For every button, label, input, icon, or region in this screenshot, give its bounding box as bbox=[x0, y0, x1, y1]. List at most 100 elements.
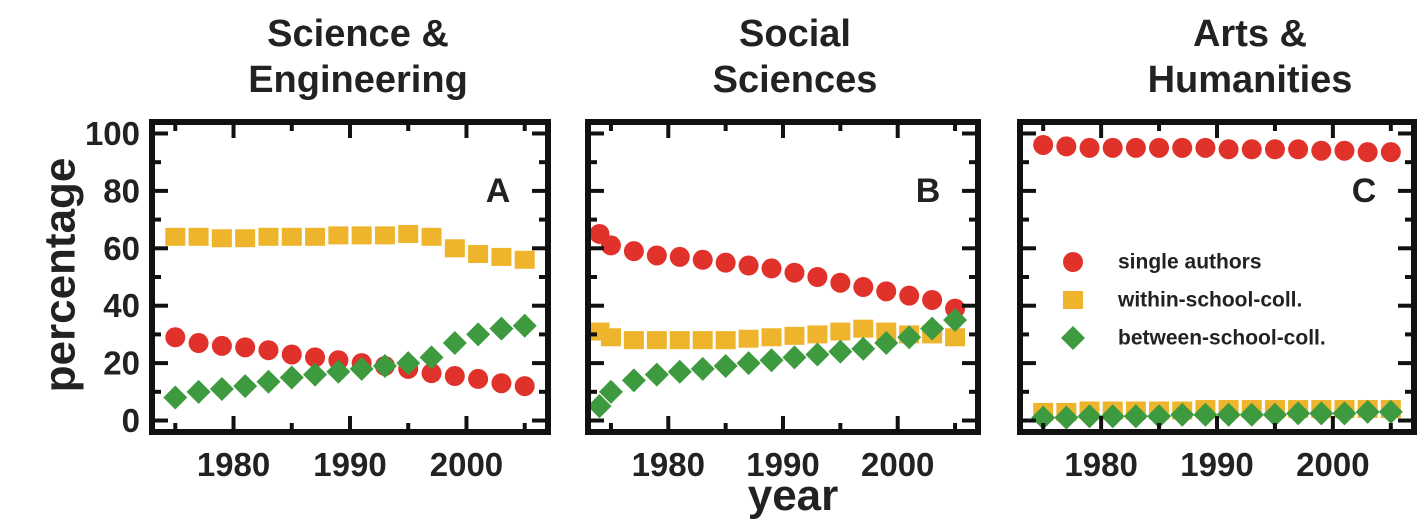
data-point bbox=[372, 353, 397, 378]
data-point bbox=[1079, 137, 1100, 158]
data-point bbox=[326, 359, 351, 384]
data-point bbox=[211, 335, 232, 356]
data-point bbox=[945, 328, 966, 347]
data-point bbox=[1378, 399, 1403, 424]
data-point bbox=[1193, 402, 1218, 427]
data-point bbox=[715, 252, 736, 273]
data-point bbox=[621, 368, 646, 393]
data-point bbox=[1264, 139, 1285, 160]
x-tick-label: 1990 bbox=[746, 446, 819, 483]
panel-title-line: Sciences bbox=[713, 59, 878, 101]
data-point bbox=[598, 379, 623, 404]
series-single-authors bbox=[589, 223, 966, 319]
data-point bbox=[874, 331, 899, 356]
plot-frame bbox=[585, 119, 981, 435]
data-point bbox=[1288, 139, 1309, 160]
data-point bbox=[279, 365, 304, 390]
series-between-school-coll- bbox=[163, 313, 537, 410]
data-point bbox=[444, 366, 465, 387]
x-tick-label: 2000 bbox=[861, 446, 934, 483]
data-point bbox=[920, 316, 945, 341]
data-point bbox=[466, 322, 491, 347]
data-point bbox=[644, 362, 669, 387]
data-point bbox=[233, 374, 258, 399]
y-axis-label: percentage bbox=[36, 158, 85, 393]
series-between-school-coll- bbox=[587, 308, 968, 419]
data-point bbox=[468, 245, 489, 264]
series-within-school-coll- bbox=[589, 319, 966, 350]
data-point bbox=[667, 359, 692, 384]
y-tick-label: 60 bbox=[103, 230, 140, 267]
x-tick-label: 1980 bbox=[1064, 446, 1137, 483]
data-point bbox=[759, 348, 784, 373]
data-point bbox=[807, 325, 828, 344]
data-point bbox=[514, 376, 535, 397]
data-point bbox=[1334, 140, 1355, 161]
data-point bbox=[897, 325, 922, 350]
data-point bbox=[830, 322, 851, 341]
data-point bbox=[1380, 142, 1401, 163]
data-point bbox=[1033, 134, 1054, 155]
data-point bbox=[188, 333, 209, 354]
data-point bbox=[1056, 136, 1077, 157]
data-point bbox=[1357, 142, 1378, 163]
plot-frame bbox=[149, 119, 551, 435]
data-point bbox=[899, 285, 920, 306]
data-point bbox=[256, 369, 281, 394]
data-point bbox=[305, 227, 326, 246]
data-point bbox=[1216, 402, 1241, 427]
data-point bbox=[784, 262, 805, 283]
panel-letter: C bbox=[1352, 172, 1377, 210]
y-tick-label: 80 bbox=[103, 172, 140, 209]
panels: Science &Engineering 1980 1990 2000 0 20 40 60 8… bbox=[85, 13, 1417, 483]
data-point bbox=[1147, 404, 1172, 429]
data-point bbox=[1031, 405, 1056, 430]
data-point bbox=[281, 344, 302, 365]
data-point bbox=[188, 227, 209, 246]
data-point bbox=[165, 327, 186, 348]
data-point bbox=[851, 336, 876, 361]
data-point bbox=[328, 226, 349, 245]
data-point bbox=[305, 347, 326, 368]
data-point bbox=[646, 331, 667, 350]
data-point bbox=[1355, 399, 1380, 424]
data-point bbox=[421, 227, 442, 246]
data-point bbox=[1262, 402, 1287, 427]
data-point bbox=[1170, 402, 1195, 427]
data-point bbox=[398, 224, 419, 243]
x-axis-label: year bbox=[748, 471, 839, 520]
data-point bbox=[761, 258, 782, 279]
data-point bbox=[165, 227, 186, 246]
data-point bbox=[1241, 139, 1262, 160]
data-point bbox=[853, 277, 874, 298]
data-point bbox=[303, 362, 328, 387]
y-tick-label: 100 bbox=[85, 115, 140, 152]
data-point bbox=[1123, 404, 1148, 429]
legend-label: within-school-coll. bbox=[1117, 289, 1302, 312]
y-tick-label: 0 bbox=[122, 402, 140, 439]
data-point bbox=[1311, 140, 1332, 161]
data-point bbox=[1077, 404, 1102, 429]
legend-label: single authors bbox=[1118, 251, 1262, 274]
data-point bbox=[351, 226, 372, 245]
data-point bbox=[514, 250, 535, 269]
data-point bbox=[512, 313, 537, 338]
data-point bbox=[922, 289, 943, 310]
data-point bbox=[761, 328, 782, 347]
x-tick-label: 2000 bbox=[1296, 446, 1369, 483]
panel-letter: B bbox=[916, 172, 941, 210]
data-point bbox=[1332, 401, 1357, 426]
data-point bbox=[692, 249, 713, 270]
data-point bbox=[828, 339, 853, 364]
data-point bbox=[692, 331, 713, 350]
data-point bbox=[349, 356, 374, 381]
data-point bbox=[258, 340, 279, 361]
data-point bbox=[468, 368, 489, 389]
data-point bbox=[163, 385, 188, 410]
panel-title-line: Arts & bbox=[1193, 13, 1307, 55]
data-point bbox=[1195, 137, 1216, 158]
data-point bbox=[1172, 137, 1193, 158]
